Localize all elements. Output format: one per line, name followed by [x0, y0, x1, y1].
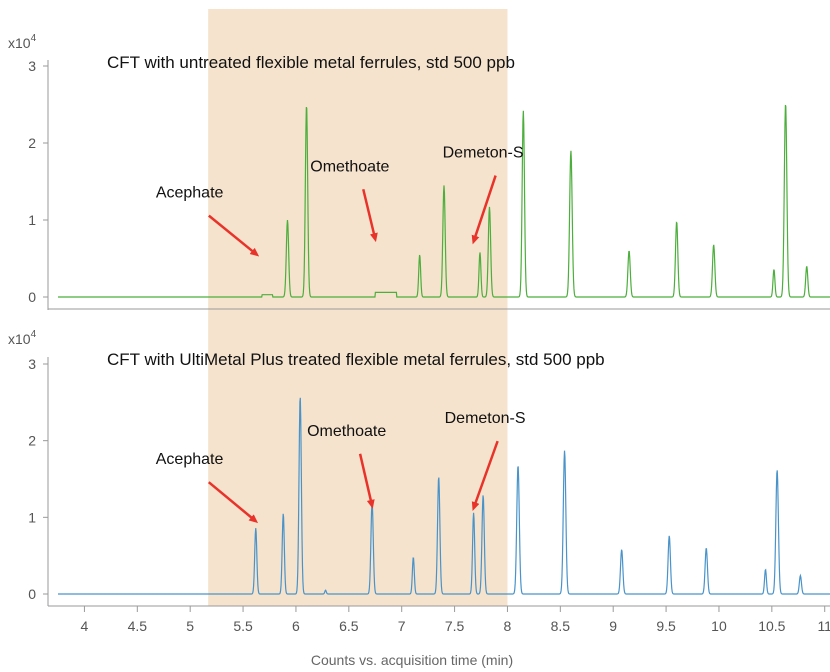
annotation-arrow	[358, 453, 375, 509]
y-tick-label: 1	[28, 509, 36, 525]
x-tick-label: 7	[398, 618, 406, 634]
annotation-label: Omethoate	[307, 423, 386, 440]
annotation-label: Omethoate	[310, 158, 389, 175]
annotation-arrow	[208, 214, 260, 257]
annotations: Acephate Omethoate Demeton-S	[156, 145, 524, 257]
y-tick-label: 1	[28, 212, 36, 228]
y-exponent-base: x10	[8, 331, 31, 347]
annotation-label: Demeton-S	[443, 145, 524, 162]
y-exponent-power: 4	[31, 329, 37, 340]
x-tick-label: 6.5	[339, 618, 359, 634]
annotation-label: Acephate	[156, 185, 224, 202]
x-tick-label: 4	[81, 618, 89, 634]
x-tick-label: 5	[186, 618, 194, 634]
annotations: Acephate Omethoate Demeton-S	[156, 410, 526, 524]
y-tick-label: 2	[28, 433, 36, 449]
annotation-label: Acephate	[156, 451, 224, 468]
panel-bottom: 0 1 2 3 x104 CFT with UltiMetal Plus treate…	[8, 329, 830, 606]
annotation-arrow	[471, 440, 499, 511]
panel-title: CFT with untreated flexible metal ferrul…	[107, 53, 515, 72]
x-tick-label: 7.5	[445, 618, 465, 634]
annotation-arrow	[362, 188, 378, 243]
panel-top: 0 1 2 3 x104 CFT with untreated flexible me…	[8, 33, 830, 310]
x-tick-label: 9.5	[656, 618, 676, 634]
x-axis-label: Counts vs. acquisition time (min)	[311, 652, 513, 668]
y-exponent-base: x10	[8, 35, 31, 51]
y-tick-label: 0	[28, 289, 36, 305]
y-ticks: 0 1 2 3	[28, 58, 48, 305]
x-tick-label: 6	[292, 618, 300, 634]
y-ticks: 0 1 2 3	[28, 356, 48, 602]
panel-title: CFT with UltiMetal Plus treated flexible…	[107, 350, 605, 369]
x-ticks: 4 4.5 5 5.5 6 6.5 7 7.5 8 8.5 9 9.5 10 10.5 11	[81, 606, 830, 634]
annotation-label: Demeton-S	[445, 410, 526, 427]
x-tick-label: 10.5	[758, 618, 785, 634]
x-tick-label: 11	[817, 618, 830, 634]
series-trace	[58, 397, 830, 595]
x-tick-label: 8	[504, 618, 512, 634]
annotation-arrow	[471, 175, 497, 245]
y-exponent-label: x104	[8, 33, 37, 51]
y-exponent-label: x104	[8, 329, 37, 347]
y-tick-label: 0	[28, 586, 36, 602]
annotation-arrow	[207, 481, 259, 524]
x-tick-label: 10	[711, 618, 727, 634]
x-tick-label: 4.5	[128, 618, 148, 634]
y-tick-label: 3	[28, 58, 36, 74]
x-tick-label: 9	[609, 618, 617, 634]
y-exponent-power: 4	[31, 33, 37, 44]
x-axis: 4 4.5 5 5.5 6 6.5 7 7.5 8 8.5 9 9.5 10 10.5 11	[48, 605, 830, 634]
series-trace	[58, 104, 830, 298]
y-tick-label: 3	[28, 356, 36, 372]
y-tick-label: 2	[28, 135, 36, 151]
highlight-region	[208, 9, 508, 606]
x-tick-label: 8.5	[551, 618, 571, 634]
x-tick-label: 5.5	[233, 618, 253, 634]
